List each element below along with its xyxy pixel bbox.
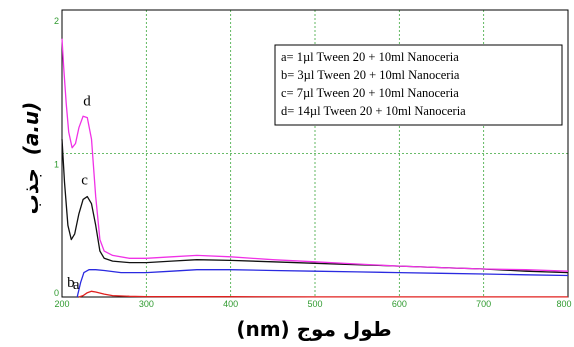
y-axis-label-text: جذب: [19, 168, 43, 214]
x-tick-label-800: 800: [556, 299, 571, 309]
x-tick-label-500: 500: [307, 299, 322, 309]
series-line-a: [78, 290, 568, 298]
y-tick-label-2: 2: [54, 16, 59, 26]
y-tick-label-1: 1: [54, 160, 59, 170]
curve-labels: ab c d: [67, 94, 91, 293]
series-line-d: [61, 38, 569, 272]
curve-label-b: b: [67, 275, 75, 291]
legend-box: [274, 44, 563, 126]
legend-entry-b: b= 3µl Tween 20 + 10ml Nanoceria: [281, 68, 460, 82]
legend-entry-d: d= 14µl Tween 20 + 10ml Nanoceria: [281, 104, 466, 118]
legend: a= 1µl Tween 20 + 10ml Nanoceria b= 3µl …: [274, 44, 563, 126]
y-axis-label: جذب (a.u): [19, 102, 43, 215]
curve-label-d: d: [83, 94, 91, 110]
legend-entry-a: a= 1µl Tween 20 + 10ml Nanoceria: [281, 50, 459, 64]
y-axis-label-unit: (a.u): [19, 102, 43, 156]
series-lines: [61, 38, 569, 298]
x-tick-label-300: 300: [139, 299, 154, 309]
curve-label-c: c: [81, 173, 88, 189]
curve-label-a: a: [73, 277, 80, 293]
x-tick-label-200: 200: [54, 299, 69, 309]
x-tick-label-400: 400: [223, 299, 238, 309]
y-tick-label-0: 0: [54, 288, 59, 298]
x-tick-label-600: 600: [392, 299, 407, 309]
svg-text:جذب (a.u): جذب (a.u): [19, 102, 43, 215]
x-tick-label-700: 700: [476, 299, 491, 309]
legend-entry-c: c= 7µl Tween 20 + 10ml Nanoceria: [281, 86, 459, 100]
tick-labels: 200 300 400 500 600 700 800 0 1 2: [54, 16, 572, 309]
x-axis-label: طول موج (nm): [236, 317, 391, 341]
series-line-b: [76, 269, 569, 298]
